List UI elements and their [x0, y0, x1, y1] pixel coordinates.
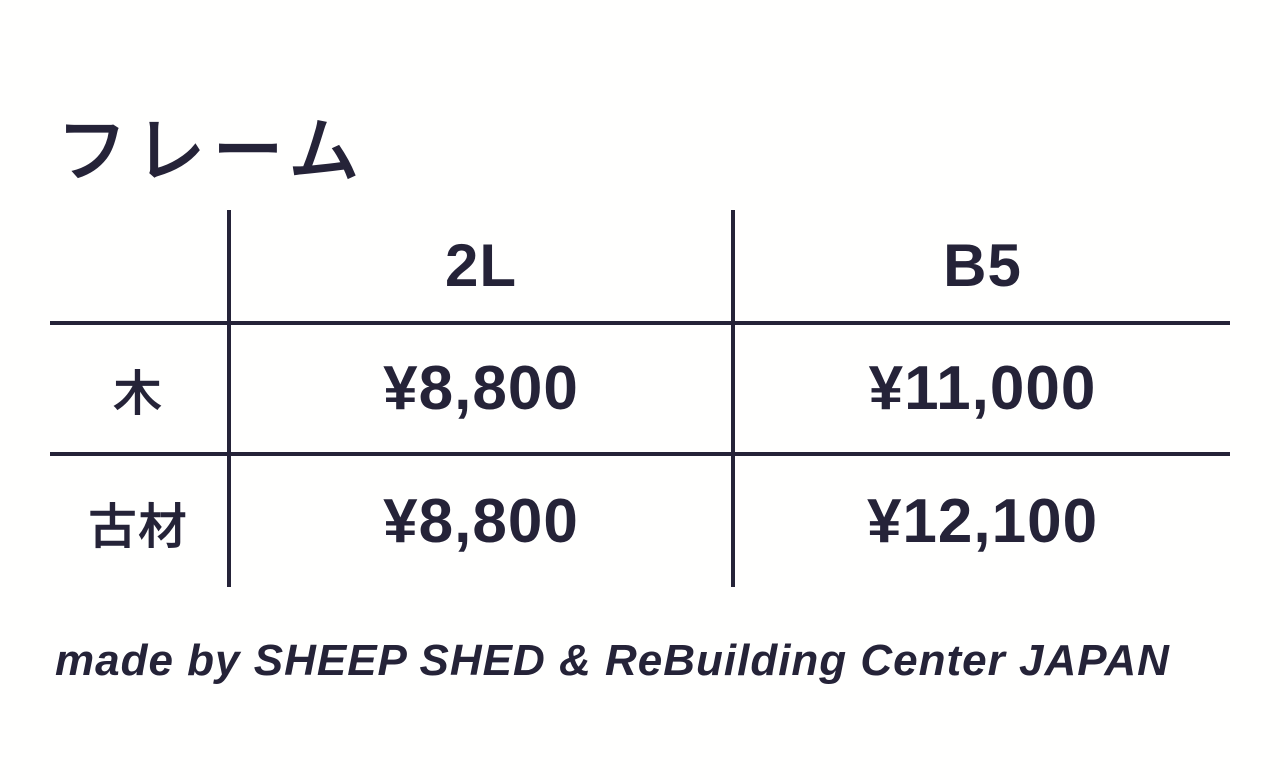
price-wood-2l: ¥8,800	[227, 325, 731, 456]
column-header-b5: B5	[731, 210, 1230, 325]
price-table: 2L B5 木 ¥8,800 ¥11,000 古材 ¥8,800 ¥12,100	[50, 210, 1230, 587]
column-header-2l: 2L	[227, 210, 731, 325]
corner-cell	[50, 210, 227, 325]
price-reclaimed-wood-b5: ¥12,100	[731, 456, 1230, 587]
page-title: フレーム	[57, 111, 367, 190]
price-reclaimed-wood-2l: ¥8,800	[227, 456, 731, 587]
footer-credit: made by SHEEP SHED & ReBuilding Center J…	[55, 636, 1170, 685]
row-label-reclaimed-wood: 古材	[88, 500, 189, 554]
row-label-wood: 木	[50, 325, 227, 456]
price-wood-b5: ¥11,000	[731, 325, 1230, 456]
